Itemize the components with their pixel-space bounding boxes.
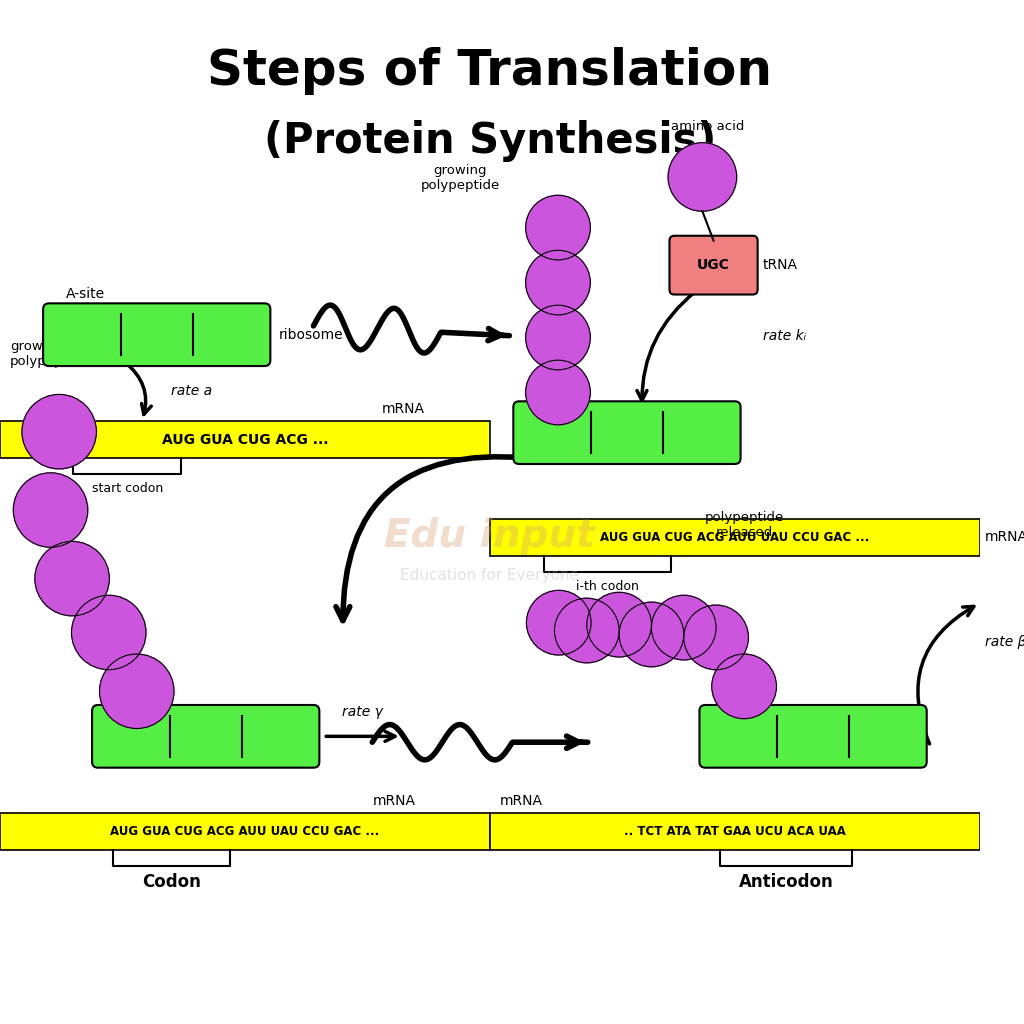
- Circle shape: [72, 595, 146, 670]
- Text: rate kᵢ: rate kᵢ: [763, 329, 806, 343]
- Text: Codon: Codon: [142, 873, 201, 892]
- Circle shape: [651, 595, 716, 659]
- Circle shape: [13, 473, 88, 547]
- FancyBboxPatch shape: [670, 236, 758, 295]
- Circle shape: [554, 598, 620, 663]
- Text: .. TCT ATA TAT GAA UCU ACA UAA: .. TCT ATA TAT GAA UCU ACA UAA: [624, 825, 846, 838]
- Bar: [489, 519, 980, 556]
- Text: Edu input: Edu input: [384, 517, 595, 555]
- Text: polypeptide
released: polypeptide released: [705, 511, 783, 540]
- Text: mRNA: mRNA: [382, 402, 425, 416]
- Text: i-th codon: i-th codon: [575, 580, 639, 593]
- Circle shape: [526, 591, 591, 655]
- Circle shape: [525, 360, 590, 425]
- Circle shape: [99, 654, 174, 728]
- Text: AUG GUA CUG ACG ...: AUG GUA CUG ACG ...: [162, 432, 328, 446]
- Bar: [0, 421, 489, 458]
- Circle shape: [525, 196, 590, 260]
- Circle shape: [668, 142, 736, 211]
- Text: growing
polypeptide: growing polypeptide: [10, 340, 89, 368]
- Text: mRNA: mRNA: [500, 794, 543, 808]
- Text: rate β: rate β: [984, 635, 1024, 649]
- Text: tRNA: tRNA: [763, 258, 798, 272]
- FancyBboxPatch shape: [699, 705, 927, 768]
- Circle shape: [684, 605, 749, 670]
- Text: ribosome: ribosome: [280, 328, 344, 342]
- Bar: [0, 813, 489, 850]
- Text: Steps of Translation: Steps of Translation: [207, 47, 772, 94]
- Circle shape: [525, 250, 590, 315]
- Text: mRNA: mRNA: [373, 794, 416, 808]
- Text: A-site: A-site: [722, 689, 762, 703]
- Text: A-site: A-site: [115, 689, 155, 703]
- Text: A-site: A-site: [67, 288, 105, 301]
- FancyBboxPatch shape: [92, 705, 319, 768]
- Circle shape: [712, 654, 776, 719]
- Text: rate γ: rate γ: [342, 705, 383, 719]
- Text: (Protein Synthesis): (Protein Synthesis): [263, 120, 716, 162]
- Circle shape: [620, 602, 684, 667]
- Text: Education for Everyone: Education for Everyone: [400, 568, 580, 584]
- Circle shape: [35, 542, 110, 615]
- Text: UGC: UGC: [697, 258, 730, 272]
- Text: growing
polypeptide: growing polypeptide: [421, 164, 500, 191]
- Text: mRNA: mRNA: [984, 530, 1024, 545]
- FancyBboxPatch shape: [513, 401, 740, 464]
- Text: amino acid: amino acid: [671, 120, 744, 133]
- Circle shape: [22, 394, 96, 469]
- Circle shape: [587, 592, 651, 657]
- FancyBboxPatch shape: [43, 303, 270, 366]
- Circle shape: [525, 305, 590, 370]
- Bar: [489, 813, 980, 850]
- Text: AUG GUA CUG ACG AUU UAU CCU GAC ...: AUG GUA CUG ACG AUU UAU CCU GAC ...: [600, 531, 869, 544]
- Text: start codon: start codon: [92, 481, 163, 495]
- Text: AUG GUA CUG ACG AUU UAU CCU GAC ...: AUG GUA CUG ACG AUU UAU CCU GAC ...: [111, 825, 380, 838]
- Text: rate a: rate a: [171, 384, 213, 397]
- Text: A-site: A-site: [537, 385, 575, 399]
- Text: Anticodon: Anticodon: [738, 873, 834, 892]
